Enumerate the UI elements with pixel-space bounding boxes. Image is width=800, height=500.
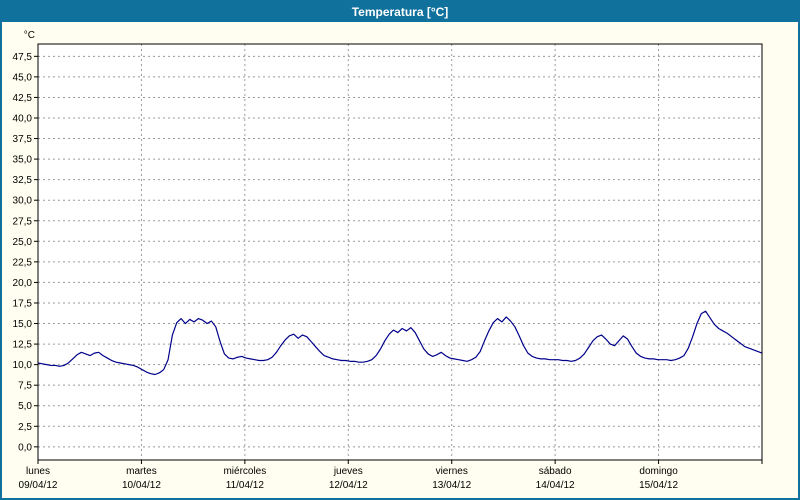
day-name-label: jueves — [333, 466, 363, 477]
y-tick-label: 10,0 — [13, 360, 33, 371]
y-tick-label: 17,5 — [13, 298, 33, 309]
chart-area: 47,5 45,0 42,5 40,0 37,5 35,0 32,5 30,0 27,5 25,0… — [2, 22, 798, 498]
day-name-label: sábado — [539, 466, 572, 477]
chart-title-bar: Temperatura [°C] — [2, 2, 798, 22]
day-date-label: 14/04/12 — [536, 480, 575, 491]
plot-background — [38, 44, 762, 460]
y-tick-label: 5,0 — [18, 401, 32, 412]
y-tick-label: 40,0 — [13, 113, 33, 124]
y-tick-label: 2,5 — [18, 422, 32, 433]
y-tick-label: 15,0 — [13, 319, 33, 330]
temperature-series-line — [37, 310, 763, 376]
y-tick-label: 45,0 — [13, 72, 33, 83]
day-name-label: lunes — [26, 466, 50, 477]
day-name-label: domingo — [639, 466, 678, 477]
chart-title: Temperatura [°C] — [351, 5, 449, 19]
y-tick-label: 27,5 — [13, 216, 33, 227]
y-tick-label: 42,5 — [13, 93, 33, 104]
y-tick-label: 37,5 — [13, 134, 33, 145]
day-name-label: miércoles — [223, 466, 266, 477]
y-tick-label: 47,5 — [13, 52, 33, 63]
y-tick-label: 35,0 — [13, 155, 33, 166]
y-tick-label: 30,0 — [13, 196, 33, 207]
y-tick-label: 25,0 — [13, 237, 33, 248]
y-tick-label: 20,0 — [13, 278, 33, 289]
day-name-label: martes — [126, 466, 157, 477]
day-name-label: viernes — [436, 466, 468, 477]
day-date-label: 11/04/12 — [226, 480, 265, 491]
y-axis-unit-label: °C — [24, 30, 35, 41]
day-date-label: 12/04/12 — [329, 480, 368, 491]
y-tick-label: 0,0 — [18, 442, 32, 453]
plot-frame — [37, 43, 763, 461]
y-tick-label: 7,5 — [18, 381, 32, 392]
day-date-label: 09/04/12 — [19, 480, 58, 491]
y-tick-label: 32,5 — [13, 175, 33, 186]
y-tick-label: 22,5 — [13, 257, 33, 268]
temperature-chart: 47,5 45,0 42,5 40,0 37,5 35,0 32,5 30,0 27,5 25,0… — [13, 30, 763, 491]
day-date-label: 13/04/12 — [432, 480, 471, 491]
day-date-label: 15/04/12 — [639, 480, 678, 491]
y-tick-label: 12,5 — [13, 340, 33, 351]
day-date-label: 10/04/12 — [122, 480, 161, 491]
